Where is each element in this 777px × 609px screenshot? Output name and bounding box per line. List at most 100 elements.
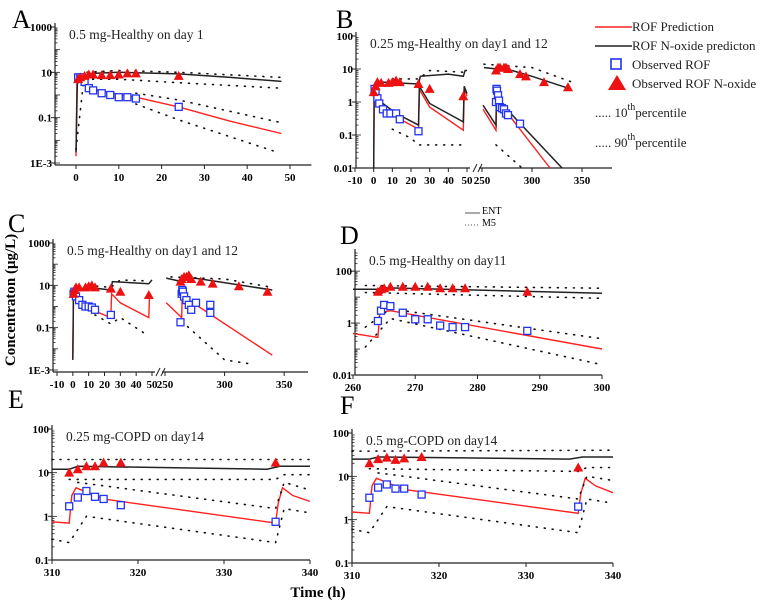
x-tick-label: 350	[276, 379, 293, 391]
observed-rof-point	[411, 315, 420, 324]
observed-rof-point	[116, 501, 125, 510]
x-tick-label: 340	[605, 570, 622, 582]
observed-noxide-point	[143, 289, 154, 299]
y-tick-label: 10	[342, 64, 354, 76]
series-observed-rof-n-oxide	[364, 451, 584, 472]
observed-noxide-point	[399, 453, 410, 463]
series-dotted	[87, 276, 274, 289]
observed-rof-point	[206, 300, 215, 309]
legend-swatch	[608, 75, 626, 90]
x-tick-label: 260	[345, 382, 362, 394]
observed-noxide-point	[233, 281, 244, 291]
observed-noxide-point	[381, 452, 392, 462]
series-observed-rof-n-oxide	[372, 281, 533, 296]
observed-rof-point	[191, 298, 201, 307]
panel-label: A	[12, 5, 31, 34]
observed-noxide-point	[105, 283, 116, 293]
y-tick-label: 1E-3	[30, 158, 53, 170]
x-tick-label: 250	[157, 379, 174, 391]
observed-rof-point	[99, 494, 108, 504]
x-tick-label: 280	[469, 382, 486, 394]
panel-title: 0.5 mg-Healthy on day1 and 12	[67, 243, 238, 258]
legend: ROF Prediction ROF N-oxide predicton Obser…	[595, 19, 756, 150]
legend-swatch	[610, 58, 622, 70]
observed-rof-point	[97, 89, 106, 98]
series-dotted	[351, 449, 614, 452]
observed-rof-point	[417, 490, 426, 499]
y-tick-label: 100	[337, 31, 354, 43]
series-line	[373, 87, 551, 169]
observed-rof-point	[395, 115, 404, 124]
x-tick-label: 330	[216, 567, 233, 579]
x-tick-label: -10	[50, 379, 65, 391]
series-dotted	[94, 314, 250, 365]
observed-noxide-point	[270, 457, 281, 467]
x-axis-label: Time (h)	[290, 585, 345, 601]
series-observed-rof	[69, 285, 215, 327]
observed-noxide-point	[207, 278, 218, 288]
panel-label: D	[340, 221, 359, 250]
panel-label: E	[8, 385, 24, 414]
observed-noxide-point	[390, 454, 401, 464]
observed-noxide-point	[435, 283, 446, 293]
observed-noxide-point	[413, 79, 424, 89]
legend-item: ROF N-oxide predicton	[595, 38, 756, 53]
x-tick-label: 30	[424, 175, 436, 187]
series-line	[351, 449, 614, 452]
observed-noxide-point	[416, 451, 427, 461]
panel-label: B	[336, 5, 353, 34]
x-tick-label: 20	[406, 175, 418, 187]
observed-noxide-point	[105, 70, 116, 80]
observed-noxide-point	[397, 281, 408, 291]
x-tick-label: 340	[302, 567, 319, 579]
x-tick-label: 10	[83, 379, 95, 391]
series-line	[373, 83, 563, 169]
y-tick-label: 100	[336, 266, 353, 278]
x-tick-label: 300	[594, 382, 611, 394]
observed-noxide-point	[458, 91, 469, 101]
observed-noxide-point	[521, 71, 531, 81]
x-tick-label: 10	[113, 172, 125, 184]
y-tick-label: 100	[33, 424, 50, 436]
observed-noxide-point	[98, 457, 109, 467]
series-dotted	[77, 481, 311, 510]
observed-rof-point	[373, 483, 383, 492]
observed-rof-point	[123, 93, 132, 102]
observed-noxide-point	[115, 457, 126, 467]
y-tick-label: 0.1	[36, 323, 50, 335]
observed-noxide-point	[373, 454, 384, 464]
series-line	[52, 465, 310, 470]
axis-break-mark	[472, 163, 483, 173]
y-tick-label: 1000	[28, 238, 51, 250]
legend-label: Observed ROF N-oxide	[632, 76, 756, 91]
observed-rof-point	[114, 93, 123, 102]
series-observed-rof	[365, 480, 583, 511]
panel-title: 0.5 mg-COPD on day14	[366, 433, 497, 448]
y-tick-label: 0.1	[339, 130, 353, 142]
series-line	[364, 317, 603, 366]
x-tick-label: 300	[524, 175, 541, 187]
y-tick-label: 1E-3	[28, 365, 51, 377]
series-line	[68, 473, 311, 481]
series-black	[373, 83, 563, 169]
series-observed-rof	[65, 486, 280, 526]
x-tick-label: 310	[44, 567, 61, 579]
observed-rof-point	[391, 484, 400, 493]
x-tick-label: 300	[216, 379, 233, 391]
x-tick-label: 30	[199, 172, 211, 184]
y-tick-label: 1000	[30, 22, 53, 34]
observed-rof-point	[382, 480, 391, 489]
panel-title: 0.5 mg-Healthy on day11	[369, 253, 506, 268]
observed-rof-point	[373, 316, 383, 326]
observed-noxide-point	[376, 77, 387, 87]
observed-rof-point	[65, 502, 74, 511]
series-observed-rof-n-oxide	[368, 62, 573, 101]
observed-rof-point	[90, 305, 100, 314]
y-tick-label: 0.01	[334, 163, 353, 175]
observed-noxide-point	[539, 77, 549, 87]
y-tick-label: 0.1	[35, 555, 49, 567]
legend-item: ..... 90thpercentile	[595, 132, 687, 150]
